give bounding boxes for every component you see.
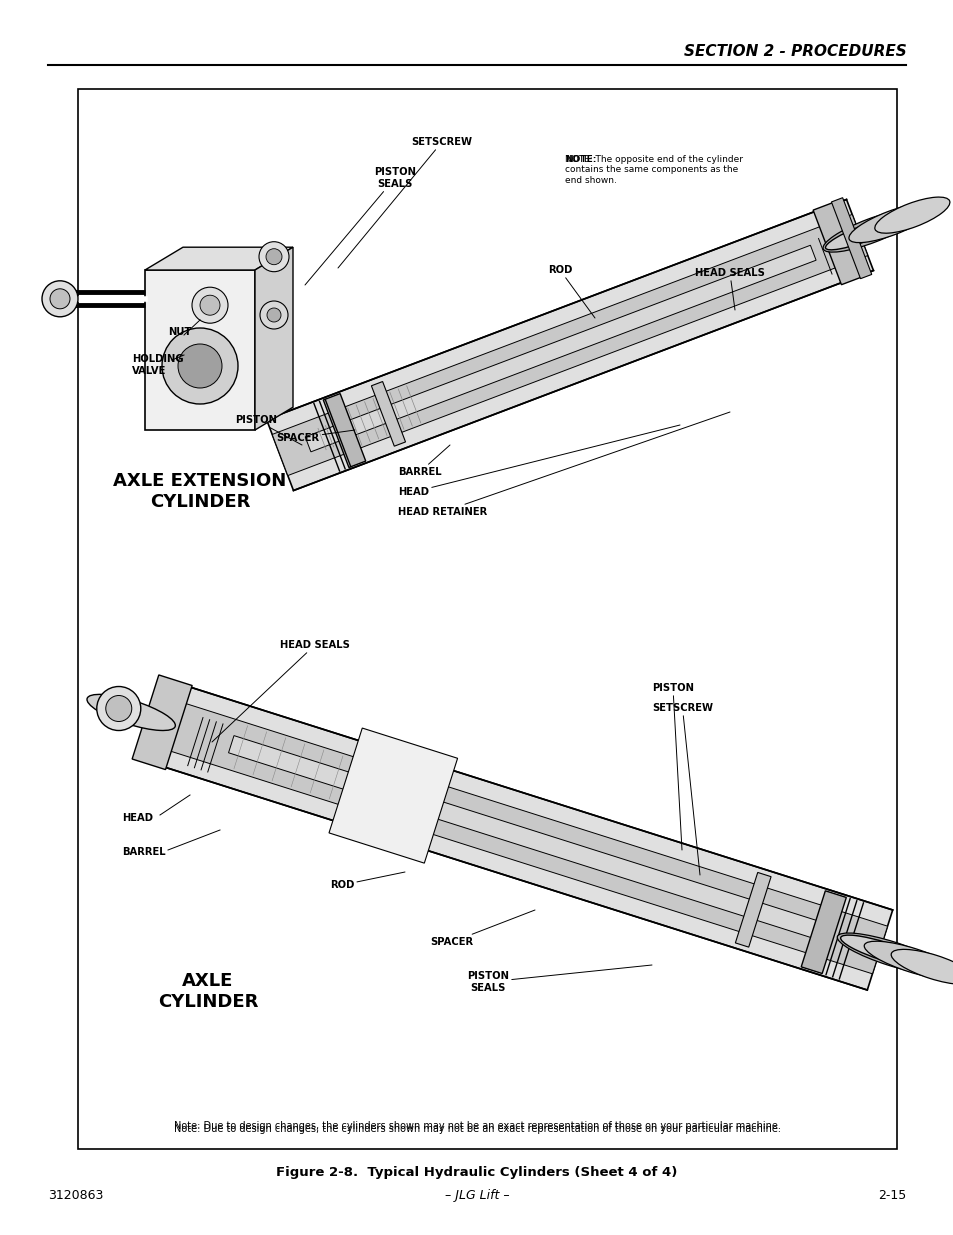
Text: Figure 2-8.  Typical Hydraulic Cylinders (Sheet 4 of 4): Figure 2-8. Typical Hydraulic Cylinders …	[276, 1166, 677, 1179]
Text: HOLDING
VALVE: HOLDING VALVE	[132, 354, 183, 375]
Circle shape	[50, 289, 70, 309]
Text: HEAD: HEAD	[122, 813, 152, 823]
Polygon shape	[132, 676, 192, 769]
Circle shape	[192, 288, 228, 324]
Polygon shape	[812, 201, 863, 285]
Polygon shape	[329, 729, 457, 863]
Ellipse shape	[824, 216, 902, 249]
Text: SPACER: SPACER	[276, 430, 355, 443]
Text: SETSCREW: SETSCREW	[337, 137, 472, 268]
Ellipse shape	[840, 935, 928, 968]
Ellipse shape	[848, 204, 934, 242]
Bar	[145, 270, 254, 430]
Polygon shape	[142, 680, 892, 990]
Text: PISTON
SEALS: PISTON SEALS	[467, 965, 651, 993]
Polygon shape	[266, 200, 873, 490]
Text: HEAD SEALS: HEAD SEALS	[695, 268, 764, 310]
Text: PISTON: PISTON	[234, 415, 302, 445]
Polygon shape	[371, 382, 405, 446]
Ellipse shape	[863, 941, 953, 979]
Polygon shape	[801, 890, 845, 973]
Polygon shape	[229, 736, 834, 944]
Circle shape	[178, 345, 222, 388]
Polygon shape	[272, 215, 867, 475]
Ellipse shape	[837, 932, 944, 974]
Text: NUT: NUT	[168, 327, 192, 337]
Polygon shape	[831, 198, 871, 279]
Text: HEAD: HEAD	[397, 425, 679, 496]
Ellipse shape	[87, 694, 175, 730]
Text: NOTE:: NOTE:	[564, 156, 596, 164]
Text: BARREL: BARREL	[397, 445, 450, 477]
Text: PISTON
SEALS: PISTON SEALS	[305, 167, 416, 285]
Text: AXLE EXTENSION
CYLINDER: AXLE EXTENSION CYLINDER	[113, 472, 286, 511]
Ellipse shape	[874, 198, 949, 233]
Text: ROD: ROD	[547, 266, 595, 317]
Polygon shape	[305, 246, 815, 452]
Ellipse shape	[822, 210, 919, 252]
Polygon shape	[145, 247, 293, 270]
Text: AXLE
CYLINDER: AXLE CYLINDER	[157, 972, 258, 1010]
Circle shape	[96, 687, 141, 731]
Polygon shape	[735, 872, 770, 947]
Circle shape	[200, 295, 220, 315]
Polygon shape	[323, 394, 365, 468]
Text: SETSCREW: SETSCREW	[651, 703, 712, 876]
Text: BARREL: BARREL	[122, 847, 166, 857]
Text: SECTION 2 - PROCEDURES: SECTION 2 - PROCEDURES	[683, 44, 905, 59]
Text: PISTON: PISTON	[651, 683, 693, 850]
Circle shape	[267, 308, 281, 322]
Circle shape	[260, 301, 288, 329]
Text: NOTE: The opposite end of the cylinder
contains the same components as the
end s: NOTE: The opposite end of the cylinder c…	[564, 156, 742, 185]
Text: HEAD SEALS: HEAD SEALS	[212, 640, 350, 742]
Polygon shape	[254, 247, 293, 430]
Circle shape	[266, 248, 282, 264]
Polygon shape	[148, 697, 886, 974]
Text: ROD: ROD	[330, 872, 405, 890]
Bar	[78, 89, 896, 1149]
Text: 2-15: 2-15	[877, 1189, 905, 1202]
Text: 3120863: 3120863	[48, 1189, 103, 1202]
Ellipse shape	[890, 950, 953, 984]
Text: HEAD RETAINER: HEAD RETAINER	[397, 412, 729, 517]
Circle shape	[42, 280, 78, 317]
Circle shape	[258, 242, 289, 272]
Text: – JLG Lift –: – JLG Lift –	[444, 1189, 509, 1202]
Text: Note: Due to design changes, the cylinders shown may not be an exact representat: Note: Due to design changes, the cylinde…	[173, 1124, 780, 1134]
Circle shape	[106, 695, 132, 721]
Text: Note: Due to design changes, the cylinders shown may not be an exact representat: Note: Due to design changes, the cylinde…	[173, 1121, 780, 1131]
Circle shape	[162, 329, 237, 404]
Text: SPACER: SPACER	[430, 910, 535, 947]
